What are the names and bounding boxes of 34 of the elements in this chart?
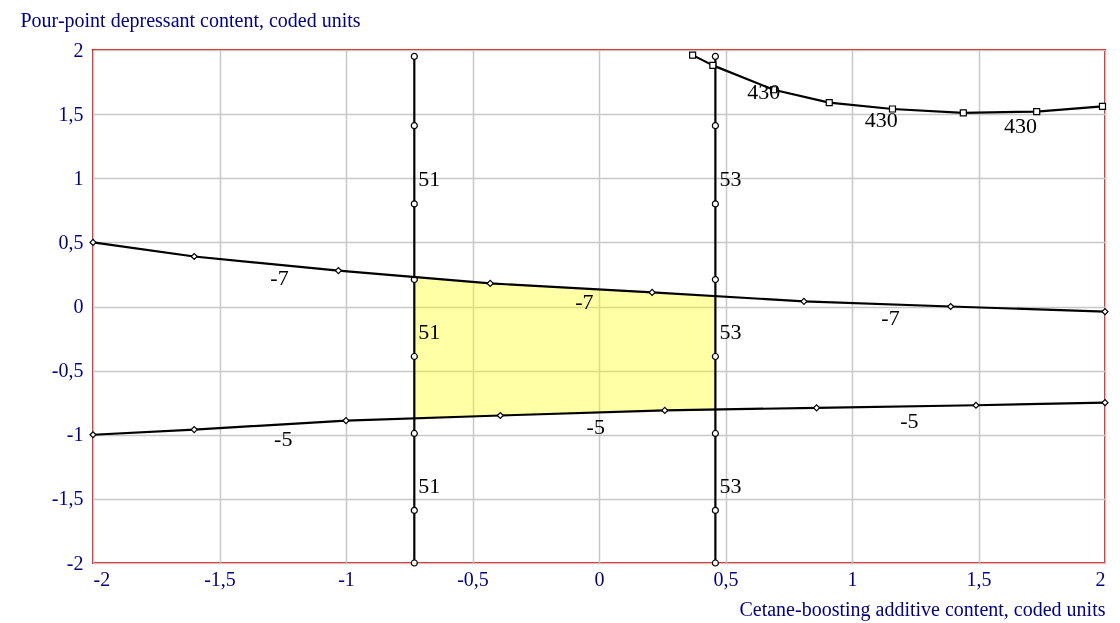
text: 51	[418, 319, 441, 345]
x-tick-label: 0,5	[713, 567, 739, 590]
text: 53	[719, 165, 742, 191]
y-tick-label: 0	[73, 295, 84, 317]
series-label: 51	[418, 472, 441, 498]
series-label: 53	[719, 472, 742, 498]
text: 53	[719, 319, 742, 345]
x-tick-label: 1,5	[966, 567, 992, 590]
y-tick-label: 1,5	[58, 102, 84, 125]
text: 430	[1004, 113, 1038, 139]
text: -5	[274, 426, 293, 452]
x-tick-label: 2	[1095, 567, 1106, 590]
text: -7	[270, 264, 289, 290]
text: -5	[586, 413, 605, 439]
x-tick-label: -1	[338, 567, 355, 590]
x-tick-label: 1	[847, 567, 858, 590]
y-tick-label: -0,5	[51, 359, 84, 382]
x-tick-label: -2	[93, 567, 111, 590]
y-axis-title: Pour-point depressant content, coded units	[20, 8, 361, 32]
y-tick-label: -1	[66, 423, 84, 446]
series-label: -7	[881, 304, 900, 330]
text: 51	[418, 165, 441, 191]
y-tick-label: 1	[73, 166, 84, 189]
y-tick-label: 0,5	[58, 230, 84, 253]
x-axis-title: Cetane-boosting additive content, coded units	[739, 597, 1106, 621]
x-tick-label: -1,5	[204, 567, 236, 590]
series-label: -5	[900, 407, 919, 433]
x-tick-label: 0	[594, 567, 605, 590]
x-tick-label: -0,5	[457, 567, 489, 590]
y-tick-label: 2	[73, 38, 84, 61]
text: 430	[864, 106, 898, 132]
y-tick-label: -1,5	[51, 487, 84, 510]
text: -7	[575, 288, 594, 314]
y-tick-label: -2	[66, 551, 84, 574]
